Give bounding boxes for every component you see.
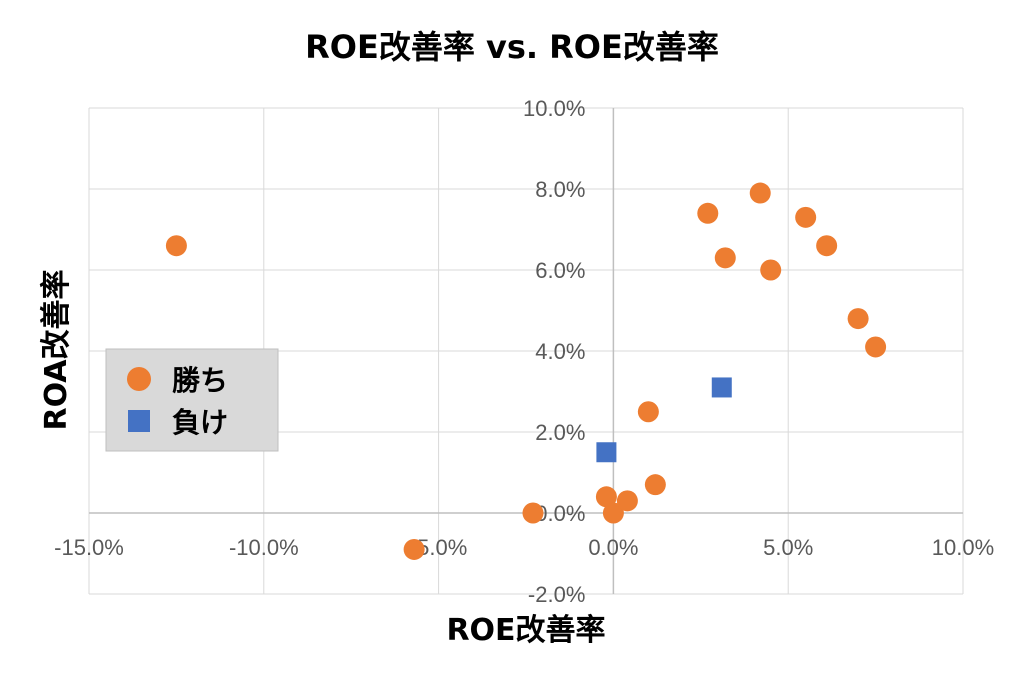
data-point-win [865, 336, 887, 358]
data-point-win [595, 486, 617, 508]
data-point-win [847, 308, 869, 330]
data-points [165, 182, 887, 560]
data-point-win [403, 538, 425, 560]
data-point-win [795, 206, 817, 228]
y-tick-label: 6.0% [535, 258, 585, 283]
data-point-win [602, 502, 624, 524]
data-point-win [522, 502, 544, 524]
legend: 勝ち 負け [105, 348, 279, 452]
y-tick-label: 8.0% [535, 177, 585, 202]
x-tick-label: 0.0% [588, 535, 638, 560]
x-axis-title: ROE改善率 [446, 613, 605, 648]
data-point-win [760, 259, 782, 281]
data-point-win [749, 182, 771, 204]
y-tick-label: 0.0% [535, 501, 585, 526]
data-point-win [697, 202, 719, 224]
y-axis-title: ROA改善率 [39, 269, 74, 430]
data-point-win [714, 247, 736, 269]
legend-label-win: 勝ち [172, 364, 228, 397]
data-point-win [165, 235, 187, 257]
data-point-win [816, 235, 838, 257]
legend-label-loss: 負け [172, 406, 228, 439]
y-tick-label: -2.0% [528, 582, 585, 607]
legend-marker-win [127, 367, 151, 391]
data-point-loss [596, 442, 617, 463]
x-tick-label: -15.0% [54, 535, 124, 560]
x-tick-label: 5.0% [763, 535, 813, 560]
x-tick-label: 10.0% [932, 535, 994, 560]
tick-labels: -15.0% -10.0% -5.0% 0.0% 5.0% 10.0%-2.0%0.0%2… [54, 96, 994, 607]
data-point-win [637, 401, 659, 423]
data-point-win [616, 490, 638, 512]
y-tick-label: 10.0% [523, 96, 585, 121]
gridlines [88, 107, 964, 595]
data-point-loss [711, 377, 732, 398]
x-tick-label: -10.0% [229, 535, 299, 560]
legend-marker-loss [128, 410, 150, 432]
y-tick-label: 2.0% [535, 420, 585, 445]
y-tick-label: 4.0% [535, 339, 585, 364]
chart-title: ROE改善率 vs. ROE改善率 [305, 28, 719, 66]
data-point-win [644, 474, 666, 496]
legend-box [105, 348, 279, 452]
